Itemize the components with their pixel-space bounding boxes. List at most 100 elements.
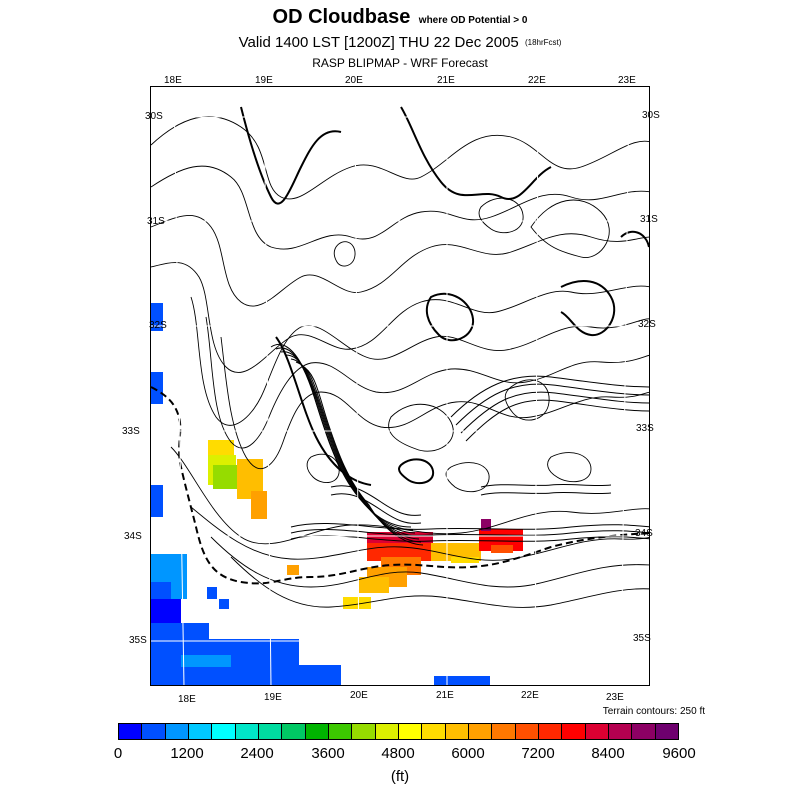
terrain-contour (210, 536, 649, 588)
terrain-contour (306, 453, 340, 483)
lon-label-top-0: 18E (164, 75, 182, 86)
colorbar-tick: 6000 (451, 745, 485, 762)
map-title: OD Cloudbase where OD Potential > 0 (0, 6, 800, 29)
terrain-contour (151, 215, 649, 307)
colorbar-swatch (445, 724, 469, 739)
grid-line (354, 87, 360, 685)
lat-label-left-5: 35S (129, 635, 147, 646)
colorbar-tick: 8400 (591, 745, 625, 762)
shade-cell (431, 543, 481, 561)
terrain-contour (478, 197, 524, 234)
shade-cell (207, 587, 217, 599)
cloudbase-shading (151, 303, 523, 685)
colorbar-swatch (305, 724, 329, 739)
major-contour (398, 458, 435, 485)
colorbar-swatch (468, 724, 493, 739)
colorbar-tick: 9600 (662, 745, 696, 762)
escarpment-contour (290, 523, 649, 530)
colorbar-swatch (328, 724, 353, 739)
terrain-contour (151, 262, 649, 373)
colorbar-swatch (655, 724, 678, 739)
colorbar-swatch (375, 724, 399, 739)
escarpment-contour (330, 485, 422, 516)
terrain-contour (151, 116, 649, 200)
shade-cell (151, 623, 209, 641)
lon-label-top-3: 21E (437, 75, 455, 86)
colorbar-swatch (632, 724, 656, 739)
lat-label-right-4: 34S (635, 528, 653, 539)
terrain-contour (151, 165, 649, 250)
lon-label-bottom-4: 22E (521, 690, 539, 701)
lon-label-bottom-1: 19E (264, 692, 282, 703)
graticule (151, 87, 649, 685)
shade-cell (151, 667, 251, 685)
escarpment-contour (280, 351, 416, 534)
map-subtitle: RASP BLIPMAP - WRF Forecast (312, 56, 488, 70)
valid-time-text: Valid 1400 LST [1200Z] THU 22 Dec 2005 (238, 34, 519, 51)
lat-label-right-3: 33S (636, 423, 654, 434)
forecast-map: 18E 19E 20E 21E 22E 23E (150, 86, 650, 686)
colorbar-swatch (398, 724, 423, 739)
terrain-contour (547, 452, 592, 483)
terrain-contour (445, 462, 490, 493)
escarpment-contour (330, 493, 422, 524)
shade-cell (434, 676, 490, 685)
major-contour (425, 292, 475, 342)
escarpment-contours (270, 344, 649, 546)
major-contour (620, 230, 649, 248)
lat-label-right-2: 32S (638, 319, 656, 330)
colorbar-tick: 3600 (311, 745, 345, 762)
colorbar-swatch (562, 724, 586, 739)
coastline (151, 386, 649, 585)
escarpment-contour (300, 364, 424, 546)
terrain-contour (530, 199, 610, 258)
major-contour (240, 106, 342, 205)
lon-label-bottom-5: 23E (606, 692, 624, 703)
colorbar-swatch (235, 724, 259, 739)
terrain-contour (190, 296, 649, 426)
shade-cell (151, 372, 163, 404)
colorbar-swatch (119, 724, 143, 739)
terrain-contour (230, 556, 649, 608)
escarpment-contour (480, 483, 612, 488)
colorbar-tick: 1200 (170, 745, 204, 762)
major-contour (275, 336, 372, 486)
major-contours (240, 106, 649, 486)
colorbar-swatch (422, 724, 446, 739)
terrain-contour (190, 506, 649, 561)
colorbar-tick: 4800 (381, 745, 415, 762)
colorbar-swatch (538, 724, 563, 739)
lat-label-right-0: 30S (642, 110, 660, 121)
colorbar-tick: 2400 (240, 745, 274, 762)
colorbar-tick: 0 (113, 745, 123, 762)
escarpment-contour (290, 358, 420, 540)
lat-label-right-5: 35S (633, 633, 651, 644)
title-main: OD Cloudbase (272, 6, 411, 28)
escarpment-contour (290, 529, 649, 536)
terrain-contour-note: Terrain contours: 250 ft (602, 706, 705, 717)
escarpment-contour (295, 361, 422, 543)
colorbar-swatch (282, 724, 306, 739)
colorbar-swatch (258, 724, 283, 739)
lat-label-left-3: 33S (122, 426, 140, 437)
lat-label-left-0: 30S (145, 111, 163, 122)
valid-time: Valid 1400 LST [1200Z] THU 22 Dec 2005 (… (0, 34, 800, 51)
colorbar-swatch (492, 724, 516, 739)
colorbar-units: (ft) (390, 768, 410, 785)
lat-label-left-2: 32S (149, 320, 167, 331)
lon-label-top-1: 19E (255, 75, 273, 86)
lon-label-bottom-0: 18E (178, 694, 196, 705)
colorbar-swatch (352, 724, 376, 739)
grid-line (620, 87, 630, 685)
colorbar-swatch (608, 724, 633, 739)
terrain-contour (333, 241, 356, 267)
colorbar-swatch (188, 724, 213, 739)
shade-cell (251, 491, 267, 519)
shade-cell (491, 545, 513, 553)
shade-cell (219, 599, 229, 609)
terrain-contour (205, 316, 649, 449)
shade-cell (287, 565, 299, 575)
shade-cell (359, 577, 389, 593)
colorbar-swatch (212, 724, 236, 739)
title-note: where OD Potential > 0 (418, 15, 528, 26)
